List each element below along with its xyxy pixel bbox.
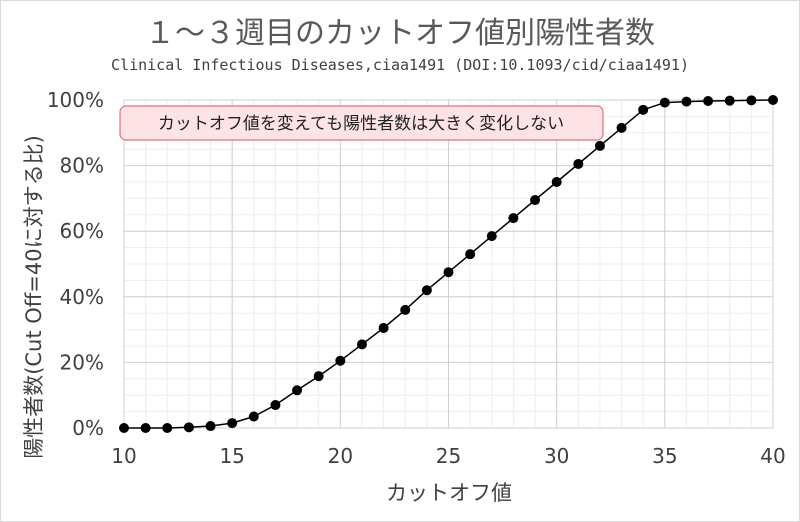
data-point (205, 421, 216, 432)
x-tick-label: 20 (328, 444, 353, 468)
data-point (508, 213, 519, 224)
annotation-text: カットオフ値を変えても陽性者数は大きく変化しない (158, 114, 564, 134)
data-point (768, 95, 778, 105)
y-tick-label: 60% (60, 219, 104, 243)
x-tick-label: 15 (219, 444, 244, 468)
data-point (335, 355, 346, 366)
data-point (638, 104, 649, 115)
data-point (681, 96, 692, 107)
data-point (465, 249, 476, 260)
data-point (421, 285, 432, 296)
chart-subtitle: Clinical Infectious Diseases,ciaa1491 (D… (111, 56, 689, 74)
x-axis-title: カットオフ値 (386, 481, 512, 505)
data-point (443, 267, 454, 278)
data-point (140, 423, 151, 433)
data-point (703, 95, 714, 106)
data-point (227, 418, 238, 429)
data-point (616, 122, 627, 133)
data-point (551, 177, 562, 187)
data-point (119, 423, 129, 433)
x-tick-label: 25 (436, 444, 461, 468)
y-tick-label: 100% (47, 88, 104, 112)
y-tick-label: 0% (72, 416, 104, 440)
data-point (530, 195, 541, 206)
x-tick-label: 35 (652, 444, 677, 468)
data-point (659, 97, 670, 108)
data-point (183, 422, 194, 433)
y-tick-label: 40% (60, 285, 104, 309)
data-point (313, 371, 324, 382)
y-axis-title: 陽性者数(Cut Off=40に対する比) (22, 135, 46, 459)
x-tick-label: 30 (544, 444, 569, 468)
series-group (119, 95, 778, 433)
data-point (162, 423, 173, 433)
y-tick-label: 80% (60, 154, 104, 178)
data-point (486, 231, 497, 242)
chart-title: １～３週目のカットオフ値別陽性者数 (145, 16, 655, 51)
y-tick-label: 20% (60, 350, 104, 374)
x-tick-label: 10 (111, 444, 136, 468)
data-point (573, 158, 584, 169)
annotation-box: カットオフ値を変えても陽性者数は大きく変化しない (119, 105, 604, 141)
data-point (594, 140, 605, 151)
annotation-background (119, 105, 604, 141)
data-point (378, 322, 389, 333)
x-tick-labels: 10 15 20 25 30 35 40 (111, 444, 785, 468)
data-point (356, 339, 367, 350)
data-point (724, 95, 735, 106)
data-point (746, 95, 757, 106)
data-point (400, 304, 411, 315)
data-point (270, 400, 281, 411)
x-tick-label: 40 (760, 444, 785, 468)
y-tick-labels: 0% 20% 40% 60% 80% 100% (47, 88, 104, 440)
data-point (292, 385, 303, 396)
data-point (248, 411, 259, 422)
